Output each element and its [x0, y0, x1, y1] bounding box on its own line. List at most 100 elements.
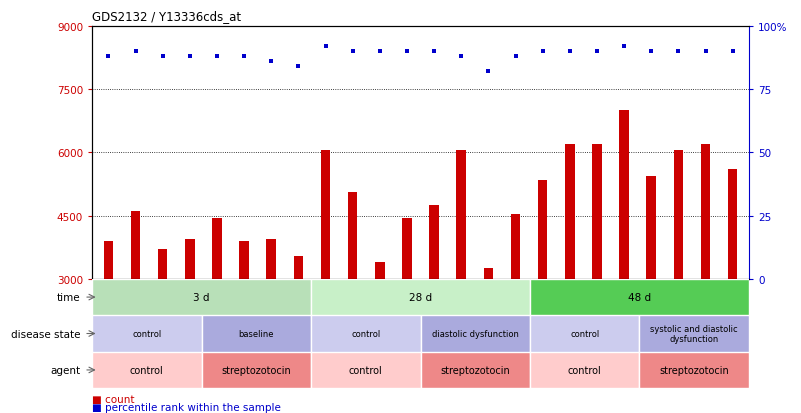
Text: GSM107412: GSM107412	[104, 280, 113, 325]
Text: GSM107416: GSM107416	[212, 280, 221, 325]
Text: 48 d: 48 d	[628, 292, 651, 302]
Text: GSM107418: GSM107418	[267, 280, 276, 325]
Bar	[701, 145, 710, 279]
Bar	[538, 180, 547, 279]
Point	[536, 49, 549, 55]
Text: streptozotocin: streptozotocin	[441, 365, 510, 375]
Text: GSM107432: GSM107432	[646, 280, 656, 325]
Point	[346, 49, 359, 55]
Bar	[674, 151, 683, 279]
Text: GSM107425: GSM107425	[457, 280, 465, 325]
Point	[509, 54, 522, 60]
Text: GSM107431: GSM107431	[620, 280, 629, 325]
Text: ■ percentile rank within the sample: ■ percentile rank within the sample	[92, 402, 281, 412]
Point	[319, 44, 332, 50]
Text: GSM107423: GSM107423	[402, 280, 412, 325]
Point	[292, 64, 305, 71]
Bar	[239, 241, 249, 279]
Text: control: control	[351, 329, 380, 338]
FancyBboxPatch shape	[421, 352, 530, 388]
FancyBboxPatch shape	[639, 352, 749, 388]
Point	[699, 49, 712, 55]
Text: GSM107413: GSM107413	[131, 280, 140, 325]
Text: 3 d: 3 d	[193, 292, 210, 302]
FancyBboxPatch shape	[311, 279, 530, 316]
FancyBboxPatch shape	[202, 352, 311, 388]
Bar	[103, 241, 113, 279]
Text: GSM107415: GSM107415	[185, 280, 195, 325]
Text: GSM107430: GSM107430	[593, 280, 602, 326]
Point	[102, 54, 115, 60]
FancyBboxPatch shape	[530, 352, 639, 388]
Text: ■ count: ■ count	[92, 394, 135, 404]
Text: GSM107420: GSM107420	[321, 280, 330, 325]
Point	[183, 54, 196, 60]
Bar	[348, 193, 357, 279]
Point	[428, 49, 441, 55]
FancyBboxPatch shape	[92, 352, 202, 388]
Text: streptozotocin: streptozotocin	[221, 365, 292, 375]
Text: GSM107421: GSM107421	[348, 280, 357, 325]
FancyBboxPatch shape	[202, 316, 311, 352]
FancyBboxPatch shape	[421, 316, 530, 352]
Bar	[267, 239, 276, 279]
Text: GSM107417: GSM107417	[239, 280, 248, 325]
Point	[727, 49, 739, 55]
Bar	[375, 262, 384, 279]
Bar	[619, 111, 629, 279]
Point	[156, 54, 169, 60]
Text: GSM107428: GSM107428	[538, 280, 547, 325]
Bar	[131, 212, 140, 279]
Text: control: control	[570, 329, 599, 338]
Text: disease state: disease state	[10, 329, 80, 339]
Bar	[511, 214, 521, 279]
Bar	[728, 170, 738, 279]
Bar	[212, 218, 222, 279]
Bar	[592, 145, 602, 279]
FancyBboxPatch shape	[311, 316, 421, 352]
Bar	[457, 151, 466, 279]
Bar	[294, 256, 303, 279]
Text: agent: agent	[50, 365, 80, 375]
Text: 28 d: 28 d	[409, 292, 432, 302]
FancyBboxPatch shape	[92, 316, 202, 352]
FancyBboxPatch shape	[530, 279, 749, 316]
Bar	[320, 151, 330, 279]
Bar	[185, 239, 195, 279]
Text: GDS2132 / Y13336cds_at: GDS2132 / Y13336cds_at	[92, 10, 241, 23]
Text: GSM107422: GSM107422	[376, 280, 384, 325]
Point	[455, 54, 468, 60]
Text: GSM107434: GSM107434	[701, 280, 710, 326]
Text: GSM107433: GSM107433	[674, 280, 683, 326]
Point	[265, 59, 278, 66]
Point	[129, 49, 142, 55]
Text: baseline: baseline	[239, 329, 274, 338]
Text: control: control	[130, 365, 163, 375]
Point	[373, 49, 386, 55]
Bar	[158, 250, 167, 279]
Point	[645, 49, 658, 55]
Text: diastolic dysfunction: diastolic dysfunction	[432, 329, 519, 338]
Text: GSM107435: GSM107435	[728, 280, 737, 326]
Bar	[429, 206, 439, 279]
Point	[618, 44, 630, 50]
Text: GSM107427: GSM107427	[511, 280, 520, 325]
Text: control: control	[568, 365, 602, 375]
Bar	[646, 176, 656, 279]
FancyBboxPatch shape	[530, 316, 639, 352]
Point	[482, 69, 495, 76]
Point	[563, 49, 576, 55]
Point	[590, 49, 603, 55]
Text: GSM107429: GSM107429	[566, 280, 574, 325]
Bar	[565, 145, 574, 279]
FancyBboxPatch shape	[311, 352, 421, 388]
Text: systolic and diastolic
dysfunction: systolic and diastolic dysfunction	[650, 324, 738, 343]
Point	[238, 54, 251, 60]
FancyBboxPatch shape	[92, 279, 311, 316]
Text: GSM107419: GSM107419	[294, 280, 303, 325]
Bar	[402, 218, 412, 279]
Point	[672, 49, 685, 55]
Point	[400, 49, 413, 55]
FancyBboxPatch shape	[639, 316, 749, 352]
Text: control: control	[349, 365, 383, 375]
